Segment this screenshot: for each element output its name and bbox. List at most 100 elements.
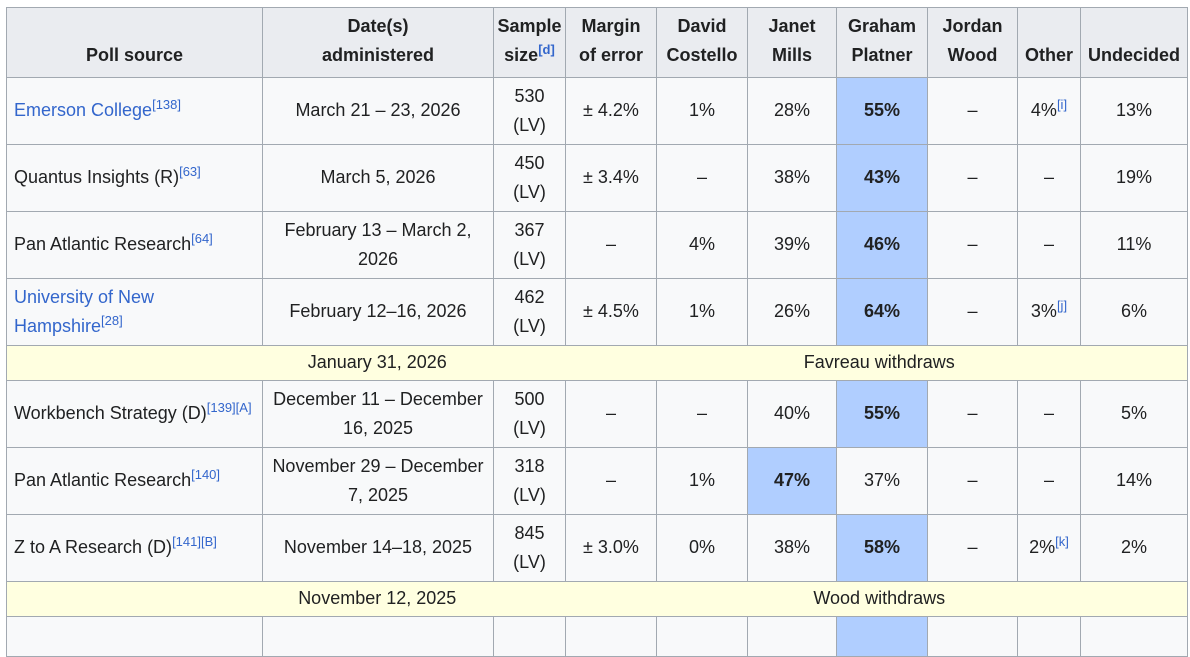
poll-source-ref-link[interactable]: [28] — [101, 312, 123, 328]
table-row: Z to A Research (D)[141][B] November 14–1… — [6, 513, 1188, 582]
result-cell-costello: – — [656, 143, 748, 212]
result-cell-costello: 4% — [656, 210, 748, 279]
other-ref-link[interactable]: [k] — [1055, 534, 1069, 550]
poll-source-text: Workbench Strategy (D) — [14, 403, 207, 424]
result-cell-costello: 1% — [656, 277, 748, 346]
result-cell-costello — [656, 615, 748, 657]
result-cell-costello: 0% — [656, 513, 748, 582]
poll-source-cell: University of New Hampshire[28] — [6, 277, 263, 346]
date-cell: December 11 – December 16, 2025 — [262, 379, 494, 448]
result-cell-mills: 47% — [747, 446, 837, 515]
result-cell-wood: – — [927, 277, 1018, 346]
margin-of-error-cell: – — [565, 446, 657, 515]
table-row-partial — [6, 615, 1188, 657]
column-header-margin: Margin of error — [565, 7, 657, 78]
poll-source-ref-link[interactable]: [139] — [206, 400, 236, 416]
poll-source-ref-link[interactable]: [138] — [152, 97, 181, 113]
poll-source-cell: Emerson College[138] — [6, 76, 263, 145]
margin-of-error-cell: ± 4.5% — [565, 277, 657, 346]
result-cell-mills — [747, 615, 837, 657]
event-date: January 31, 2026 — [6, 344, 748, 381]
result-cell-costello: – — [656, 379, 748, 448]
result-cell-mills: 26% — [747, 277, 837, 346]
poll-source-link[interactable]: Emerson College — [14, 100, 153, 121]
result-cell-costello: 1% — [656, 76, 748, 145]
result-cell-undecided: 5% — [1080, 379, 1188, 448]
column-header-mills: Janet Mills — [747, 7, 837, 78]
result-cell-platner: 58% — [836, 513, 928, 582]
margin-of-error-cell: – — [565, 379, 657, 448]
margin-of-error-cell: – — [565, 210, 657, 279]
result-cell-undecided: 11% — [1080, 210, 1188, 279]
sample-size-cell: 462 (LV) — [493, 277, 566, 346]
poll-source-text: Quantus Insights (R) — [14, 167, 180, 188]
result-cell-costello: 1% — [656, 446, 748, 515]
result-cell-undecided: 13% — [1080, 76, 1188, 145]
sample-size-cell: 500 (LV) — [493, 379, 566, 448]
table-row: Pan Atlantic Research[64] February 13 – M… — [6, 210, 1188, 279]
polling-table: Poll source Date(s) administered Sample size… — [6, 7, 1188, 657]
column-header-costello: David Costello — [656, 7, 748, 78]
margin-of-error-cell — [565, 615, 657, 657]
date-cell: February 13 – March 2, 2026 — [262, 210, 494, 279]
result-cell-undecided — [1080, 615, 1188, 657]
result-cell-platner: 55% — [836, 379, 928, 448]
result-cell-other: – — [1017, 379, 1081, 448]
column-header-undecided: Undecided — [1080, 7, 1188, 78]
poll-source-ref-link[interactable]: [A] — [235, 400, 252, 416]
result-cell-platner — [836, 615, 928, 657]
result-cell-mills: 28% — [747, 76, 837, 145]
column-header-other: Other — [1017, 7, 1081, 78]
poll-source-ref-link[interactable]: [140] — [191, 467, 221, 483]
poll-source-ref-link[interactable]: [64] — [191, 231, 213, 247]
column-header-platner: Graham Platner — [836, 7, 928, 78]
poll-source-ref-link[interactable]: [63] — [179, 164, 201, 180]
margin-of-error-cell: ± 4.2% — [565, 76, 657, 145]
event-row: November 12, 2025 Wood withdraws — [6, 580, 1188, 617]
other-ref-link[interactable]: [i] — [1056, 97, 1068, 113]
result-cell-wood: – — [927, 513, 1018, 582]
column-header-source: Poll source — [6, 7, 263, 78]
date-cell — [262, 615, 494, 657]
table-row: University of New Hampshire[28] February … — [6, 277, 1188, 346]
poll-source-cell: Pan Atlantic Research[140] — [6, 446, 263, 515]
sample-size-cell: 367 (LV) — [493, 210, 566, 279]
event-note: Wood withdraws — [747, 580, 1188, 617]
result-cell-other: – — [1017, 446, 1081, 515]
result-cell-platner: 43% — [836, 143, 928, 212]
date-cell: November 14–18, 2025 — [262, 513, 494, 582]
table-header-row: Poll source Date(s) administered Sample size… — [6, 7, 1188, 78]
poll-source-link[interactable]: University of New Hampshire — [14, 286, 155, 336]
result-cell-wood: – — [927, 446, 1018, 515]
result-cell-platner: 64% — [836, 277, 928, 346]
other-ref-link[interactable]: [j] — [1056, 298, 1068, 314]
column-header-wood: Jordan Wood — [927, 7, 1018, 78]
result-cell-undecided: 6% — [1080, 277, 1188, 346]
date-cell: November 29 – December 7, 2025 — [262, 446, 494, 515]
poll-source-cell: Workbench Strategy (D)[139][A] — [6, 379, 263, 448]
header-ref-link[interactable]: [d] — [538, 41, 555, 57]
result-cell-wood: – — [927, 76, 1018, 145]
sample-size-cell: 530 (LV) — [493, 76, 566, 145]
sample-size-cell: 845 (LV) — [493, 513, 566, 582]
poll-source-cell: Pan Atlantic Research[64] — [6, 210, 263, 279]
poll-source-cell — [6, 615, 263, 657]
result-cell-other — [1017, 615, 1081, 657]
result-cell-other: – — [1017, 210, 1081, 279]
sample-size-cell: 450 (LV) — [493, 143, 566, 212]
event-row: January 31, 2026 Favreau withdraws — [6, 344, 1188, 381]
result-cell-other: – — [1017, 143, 1081, 212]
event-date: November 12, 2025 — [6, 580, 748, 617]
column-header-sample: Sample size[d] — [493, 7, 566, 78]
poll-source-ref-link[interactable]: [B] — [200, 534, 217, 550]
poll-source-ref-link[interactable]: [141] — [172, 534, 201, 550]
result-cell-mills: 39% — [747, 210, 837, 279]
poll-source-text: Z to A Research (D) — [14, 537, 173, 558]
date-cell: March 21 – 23, 2026 — [262, 76, 494, 145]
table-row: Workbench Strategy (D)[139][A] December 1… — [6, 379, 1188, 448]
column-header-date: Date(s) administered — [262, 7, 494, 78]
sample-size-cell: 318 (LV) — [493, 446, 566, 515]
table-row: Emerson College[138] March 21 – 23, 2026 5… — [6, 76, 1188, 145]
result-cell-wood: – — [927, 210, 1018, 279]
result-cell-other: 4%[i] — [1017, 76, 1081, 145]
